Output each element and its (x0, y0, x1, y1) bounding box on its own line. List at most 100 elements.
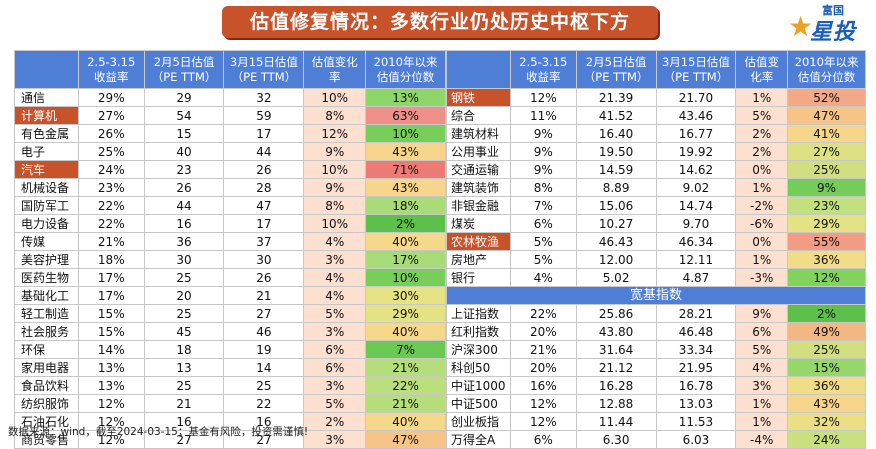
return-cell: 20% (509, 322, 577, 341)
pe-feb5-cell: 29 (143, 88, 225, 107)
table-row: 创业板指 12% 11.44 11.53 1% 32% (446, 412, 866, 431)
table-row: 建筑装饰 8% 8.89 9.02 1% 9% (446, 178, 866, 197)
percentile-cell: 29% (365, 304, 446, 323)
industry-name: 纺织服饰 (14, 394, 79, 413)
return-cell: 12% (509, 88, 577, 107)
percentile-cell: 36% (787, 250, 866, 269)
industry-name: 美容护理 (14, 250, 79, 269)
pe-mar15-cell: 9.70 (655, 214, 737, 233)
percentile-cell: 22% (365, 376, 446, 395)
pe-mar15-cell: 43.46 (655, 106, 737, 125)
table-row: 医药生物 17% 25 26 4% 10% (14, 268, 446, 287)
industry-name: 上证指数 (446, 304, 511, 323)
pe-mar15-cell: 9.02 (655, 178, 737, 197)
industry-name: 中证500 (446, 394, 511, 413)
right-header-3: 3月15日估值 （PE TTM） (655, 50, 737, 89)
valuation-change-cell: 10% (303, 88, 367, 107)
table-row: 纺织服饰 12% 21 22 5% 21% (14, 394, 446, 413)
return-cell: 14% (77, 340, 145, 359)
pe-feb5-cell: 25 (143, 304, 225, 323)
valuation-change-cell: 3% (303, 250, 367, 269)
right-header-2: 2月5日估值 （PE TTM） (575, 50, 657, 89)
valuation-change-cell: 12% (303, 124, 367, 143)
industry-name: 房地产 (446, 250, 511, 269)
valuation-change-cell: 5% (303, 304, 367, 323)
pe-mar15-cell: 14.62 (655, 160, 737, 179)
return-cell: 24% (77, 160, 145, 179)
table-row: 有色金属 26% 15 17 12% 10% (14, 124, 446, 143)
pe-mar15-cell: 28.21 (655, 304, 737, 323)
percentile-cell: 32% (787, 412, 866, 431)
left-header-5: 2010年以来 估值分位数 (365, 50, 446, 89)
return-cell: 6% (509, 430, 577, 449)
industry-name: 环保 (14, 340, 79, 359)
table-row: 综合 11% 41.52 43.46 5% 47% (446, 106, 866, 125)
star-icon: ★ (788, 10, 814, 43)
industry-name: 建筑装饰 (446, 178, 511, 197)
pe-mar15-cell: 27 (223, 304, 305, 323)
industry-name: 建筑材料 (446, 124, 511, 143)
percentile-cell: 21% (365, 394, 446, 413)
valuation-change-cell: 9% (303, 178, 367, 197)
pe-mar15-cell: 4.87 (655, 268, 737, 287)
valuation-change-cell: 9% (303, 142, 367, 161)
return-cell: 22% (77, 214, 145, 233)
valuation-change-cell: 10% (303, 214, 367, 233)
pe-feb5-cell: 30 (143, 250, 225, 269)
pe-mar15-cell: 21.70 (655, 88, 737, 107)
pe-mar15-cell: 28 (223, 178, 305, 197)
industry-name: 电子 (14, 142, 79, 161)
pe-feb5-cell: 19.50 (575, 142, 657, 161)
percentile-cell: 29% (787, 214, 866, 233)
table-row: 传媒 21% 36 37 4% 40% (14, 232, 446, 251)
pe-mar15-cell: 59 (223, 106, 305, 125)
pe-mar15-cell: 26 (223, 268, 305, 287)
percentile-cell: 43% (365, 142, 446, 161)
industry-name: 中证1000 (446, 376, 511, 395)
valuation-change-cell: 8% (303, 106, 367, 125)
table-row: 沪深300 21% 31.64 33.34 5% 25% (446, 340, 866, 359)
pe-mar15-cell: 14.74 (655, 196, 737, 215)
table-row: 电力设备 22% 16 17 10% 2% (14, 214, 446, 233)
pe-feb5-cell: 31.64 (575, 340, 657, 359)
return-cell: 9% (509, 142, 577, 161)
table-row: 房地产 5% 12.00 12.11 1% 36% (446, 250, 866, 269)
right-header-0 (446, 50, 511, 89)
percentile-cell: 12% (787, 268, 866, 287)
left-header-4: 估值变化率 (303, 50, 367, 89)
valuation-change-cell: 4% (735, 358, 789, 377)
pe-feb5-cell: 23 (143, 160, 225, 179)
table-row: 计算机 27% 54 59 8% 63% (14, 106, 446, 125)
valuation-change-cell: 1% (735, 250, 789, 269)
pe-feb5-cell: 25 (143, 268, 225, 287)
valuation-change-cell: 3% (303, 376, 367, 395)
table-row: 红利指数 20% 43.80 46.48 6% 49% (446, 322, 866, 341)
percentile-cell: 47% (787, 106, 866, 125)
percentile-cell: 21% (365, 358, 446, 377)
valuation-change-cell: 1% (735, 394, 789, 413)
table-row: 科创50 20% 21.12 21.95 4% 15% (446, 358, 866, 377)
industry-name: 银行 (446, 268, 511, 287)
pe-feb5-cell: 8.89 (575, 178, 657, 197)
table-row: 银行 4% 5.02 4.87 -3% 12% (446, 268, 866, 287)
industry-name: 沪深300 (446, 340, 511, 359)
table-row: 轻工制造 15% 25 27 5% 29% (14, 304, 446, 323)
pe-feb5-cell: 12.00 (575, 250, 657, 269)
percentile-cell: 9% (787, 178, 866, 197)
pe-mar15-cell: 22 (223, 394, 305, 413)
pe-mar15-cell: 21.95 (655, 358, 737, 377)
valuation-change-cell: 5% (735, 340, 789, 359)
pe-feb5-cell: 21 (143, 394, 225, 413)
valuation-change-cell: 3% (735, 376, 789, 395)
valuation-change-cell: 6% (303, 340, 367, 359)
valuation-change-cell: 2% (735, 142, 789, 161)
valuation-change-cell: 2% (303, 412, 367, 431)
left-header-1: 2.5-3.15 收益率 (77, 50, 145, 89)
percentile-cell: 13% (365, 88, 446, 107)
table-row: 农林牧渔 5% 46.43 46.34 0% 55% (446, 232, 866, 251)
pe-feb5-cell: 25.86 (575, 304, 657, 323)
pe-feb5-cell: 12.88 (575, 394, 657, 413)
industry-name: 医药生物 (14, 268, 79, 287)
industry-name: 轻工制造 (14, 304, 79, 323)
pe-feb5-cell: 15.06 (575, 196, 657, 215)
